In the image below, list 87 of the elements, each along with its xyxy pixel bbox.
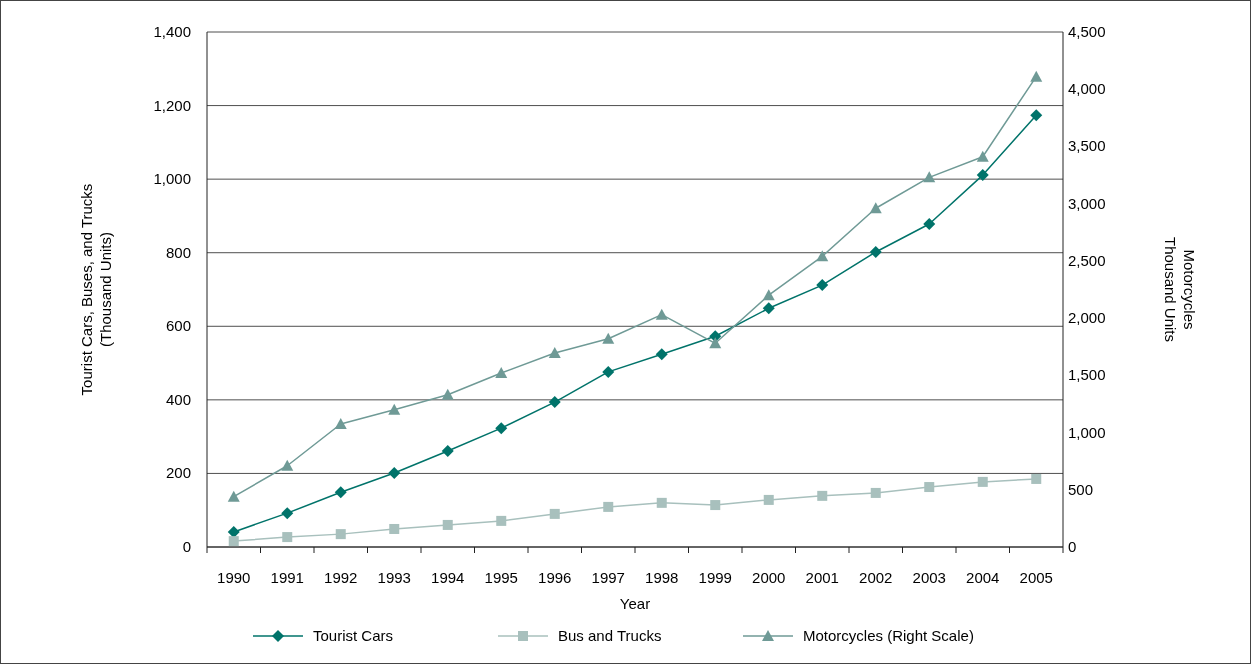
x-tick-label: 2003: [912, 569, 946, 586]
point: [441, 388, 454, 400]
point: [603, 501, 614, 512]
point: [388, 467, 401, 480]
legend-label: Motorcycles (Right Scale): [803, 627, 974, 644]
x-tick-label: 2001: [805, 569, 839, 586]
point: [389, 523, 400, 534]
y-tick-label: 200: [165, 464, 191, 482]
point: [282, 532, 293, 543]
y2-tick-label: 2,000: [1068, 309, 1106, 327]
point: [495, 367, 508, 379]
point: [227, 525, 240, 538]
point: [227, 490, 240, 502]
point: [1030, 109, 1043, 122]
y-tick-label: 1,000: [153, 170, 191, 188]
point: [228, 536, 239, 547]
point: [548, 396, 561, 409]
y2-tick-label: 4,500: [1068, 23, 1106, 40]
point: [1030, 70, 1043, 82]
point: [869, 245, 882, 258]
point: [388, 403, 401, 415]
point: [762, 302, 775, 315]
y-tick-label: 0: [182, 538, 191, 555]
y2-tick-label: 1,500: [1068, 366, 1106, 384]
x-tick-label: 1997: [591, 569, 625, 586]
point: [869, 202, 882, 214]
point: [442, 519, 453, 530]
point: [709, 337, 722, 349]
point: [976, 169, 989, 182]
point: [602, 332, 615, 344]
x-tick-label: 1991: [270, 569, 304, 586]
legend-label: Tourist Cars: [313, 627, 394, 644]
x-tick-label: 1996: [538, 569, 572, 586]
point: [763, 494, 774, 505]
point: [334, 417, 347, 429]
x-tick-label: 2005: [1019, 569, 1053, 586]
y-tick-label: 1,400: [153, 23, 191, 40]
y2-tick-label: 1,000: [1068, 423, 1106, 441]
point: [334, 486, 347, 499]
y-tick-label: 1,200: [153, 96, 191, 114]
x-tick-label: 1998: [645, 569, 679, 586]
point: [441, 444, 454, 457]
point: [495, 422, 508, 435]
x-tick-label: 1999: [698, 569, 732, 586]
point: [549, 508, 560, 519]
y2-tick-label: 0: [1068, 538, 1077, 555]
y-tick-label: 400: [165, 390, 191, 408]
x-tick-label: 1990: [217, 569, 251, 586]
point: [923, 218, 936, 231]
point: [816, 250, 829, 262]
point: [496, 515, 507, 526]
point: [976, 150, 989, 162]
x-tick-label: 1992: [324, 569, 358, 586]
legend-label: Bus and Trucks: [558, 627, 662, 644]
point: [710, 500, 721, 511]
x-tick-label: 2002: [859, 569, 893, 586]
x-tick-label: 1993: [377, 569, 411, 586]
point: [656, 497, 667, 508]
y2-tick-label: 4,000: [1068, 80, 1106, 98]
y2-axis-title: Motorcycles Thousand Units: [1162, 236, 1198, 343]
x-tick-label: 2004: [966, 569, 1000, 586]
point: [977, 476, 988, 487]
point: [655, 348, 668, 361]
point: [281, 507, 294, 520]
x-tick-label: 2000: [752, 569, 786, 586]
point: [924, 482, 935, 493]
point: [655, 308, 668, 320]
point: [602, 365, 615, 378]
y2-tick-label: 3,500: [1068, 137, 1106, 155]
y-tick-label: 600: [165, 317, 191, 335]
point: [281, 459, 294, 471]
point: [1031, 473, 1042, 484]
x-tick-label: 1994: [431, 569, 465, 586]
x-axis-title: Year: [619, 595, 651, 612]
x-tick-label: 1995: [484, 569, 518, 586]
point: [817, 490, 828, 501]
point: [335, 529, 346, 540]
y-tick-label: 800: [165, 243, 191, 261]
y2-tick-label: 2,500: [1068, 251, 1106, 269]
y2-tick-label: 500: [1068, 480, 1094, 498]
point: [762, 289, 775, 301]
point: [548, 347, 561, 359]
point: [923, 171, 936, 183]
y-axis-title: Tourist Cars, Buses, and Trucks (Thousand Units): [78, 183, 114, 396]
point: [816, 279, 829, 292]
point: [870, 487, 881, 498]
y2-tick-label: 3,000: [1068, 194, 1106, 212]
